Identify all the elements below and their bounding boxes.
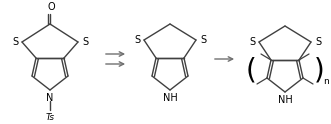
Text: NH: NH	[163, 93, 177, 103]
Text: (: (	[246, 56, 257, 84]
Text: NH: NH	[278, 95, 292, 105]
Text: S: S	[134, 35, 140, 45]
Text: S: S	[200, 35, 206, 45]
Text: O: O	[47, 2, 55, 12]
Text: S: S	[315, 37, 321, 47]
Text: N: N	[46, 93, 54, 103]
Text: S: S	[249, 37, 255, 47]
Text: S: S	[82, 37, 88, 47]
Text: S: S	[12, 37, 18, 47]
Text: ): )	[314, 56, 324, 84]
Text: Ts: Ts	[45, 112, 55, 122]
Text: n: n	[323, 77, 329, 86]
